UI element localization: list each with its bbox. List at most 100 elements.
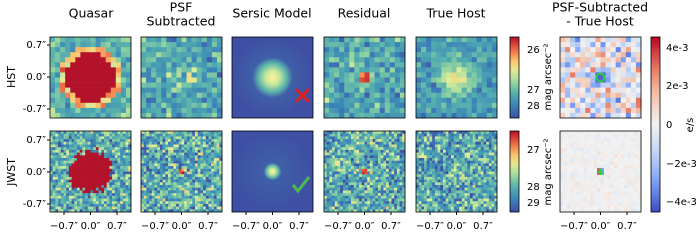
pixel	[144, 207, 147, 210]
pixel	[636, 93, 641, 98]
pixel	[389, 153, 392, 156]
pixel	[362, 131, 365, 134]
pixel	[187, 52, 192, 57]
pixel	[192, 166, 195, 169]
pixel	[206, 139, 209, 142]
pixel	[606, 47, 611, 52]
pixel	[441, 57, 446, 62]
pixel	[72, 188, 75, 191]
pixel	[166, 108, 171, 113]
pixel	[116, 88, 121, 93]
pixel	[146, 98, 151, 103]
pixel	[50, 158, 53, 161]
pixel	[438, 185, 441, 188]
pixel	[585, 37, 590, 42]
pixel	[421, 136, 424, 139]
pixel	[66, 155, 69, 158]
pixel	[203, 185, 206, 188]
pixel	[146, 67, 151, 72]
pixel	[462, 153, 465, 156]
pixel	[467, 158, 470, 161]
pixel	[389, 139, 392, 142]
pixel	[99, 136, 102, 139]
pixel	[335, 155, 338, 158]
pixel	[160, 147, 163, 150]
pixel	[168, 142, 171, 145]
pixel	[381, 201, 384, 204]
pixel	[165, 172, 168, 175]
pixel	[85, 78, 90, 83]
pixel	[421, 47, 426, 52]
pixel	[400, 72, 405, 77]
pixel	[80, 136, 83, 139]
pixel	[457, 188, 460, 191]
pixel	[156, 47, 161, 52]
pixel	[329, 177, 332, 180]
pixel	[118, 161, 121, 164]
pixel	[611, 67, 616, 72]
pixel	[184, 177, 187, 180]
pixel	[50, 147, 53, 150]
pixel	[80, 57, 85, 62]
pixel	[85, 131, 88, 134]
pixel	[394, 174, 397, 177]
pixel	[394, 207, 397, 210]
pixel	[61, 193, 64, 196]
pixel	[381, 199, 384, 202]
pixel	[441, 62, 446, 67]
pixel	[163, 139, 166, 142]
pixel	[171, 57, 176, 62]
pixel	[69, 134, 72, 137]
pixel	[206, 190, 209, 193]
pixel	[448, 139, 451, 142]
pixel	[96, 131, 99, 134]
pixel	[343, 139, 346, 142]
pixel	[462, 134, 465, 137]
pixel	[77, 155, 80, 158]
pixel	[156, 98, 161, 103]
pixel	[432, 180, 435, 183]
pixel	[381, 142, 384, 145]
pixel	[70, 83, 75, 88]
pixel	[636, 57, 641, 62]
pixel	[438, 161, 441, 164]
pixel	[359, 169, 362, 172]
pixel	[96, 161, 99, 164]
pixel	[202, 103, 207, 108]
pixel	[451, 78, 456, 83]
pixel	[214, 145, 217, 148]
pixel	[462, 83, 467, 88]
pixel	[457, 155, 460, 158]
pixel	[111, 57, 116, 62]
pixel	[481, 166, 484, 169]
pixel	[157, 174, 160, 177]
pixel	[157, 161, 160, 164]
pixel	[120, 199, 123, 202]
pixel	[443, 166, 446, 169]
pixel	[327, 201, 330, 204]
pixel	[146, 185, 149, 188]
pixel	[467, 83, 472, 88]
pixel	[192, 57, 197, 62]
pixel	[55, 169, 58, 172]
pixel	[351, 169, 354, 172]
pixel	[626, 83, 631, 88]
pixel	[389, 158, 392, 161]
pixel	[606, 37, 611, 42]
pixel	[141, 193, 144, 196]
pixel	[481, 158, 484, 161]
pixel	[146, 177, 149, 180]
pixel	[462, 131, 465, 134]
pixel	[74, 161, 77, 164]
pixel	[448, 193, 451, 196]
pixel	[168, 201, 171, 204]
pixel	[112, 182, 115, 185]
pixel	[427, 190, 430, 193]
pixel	[465, 199, 468, 202]
pixel	[197, 103, 202, 108]
pixel	[343, 174, 346, 177]
pixel	[141, 108, 146, 113]
pixel	[348, 201, 351, 204]
pixel	[156, 103, 161, 108]
pixel	[184, 166, 187, 169]
